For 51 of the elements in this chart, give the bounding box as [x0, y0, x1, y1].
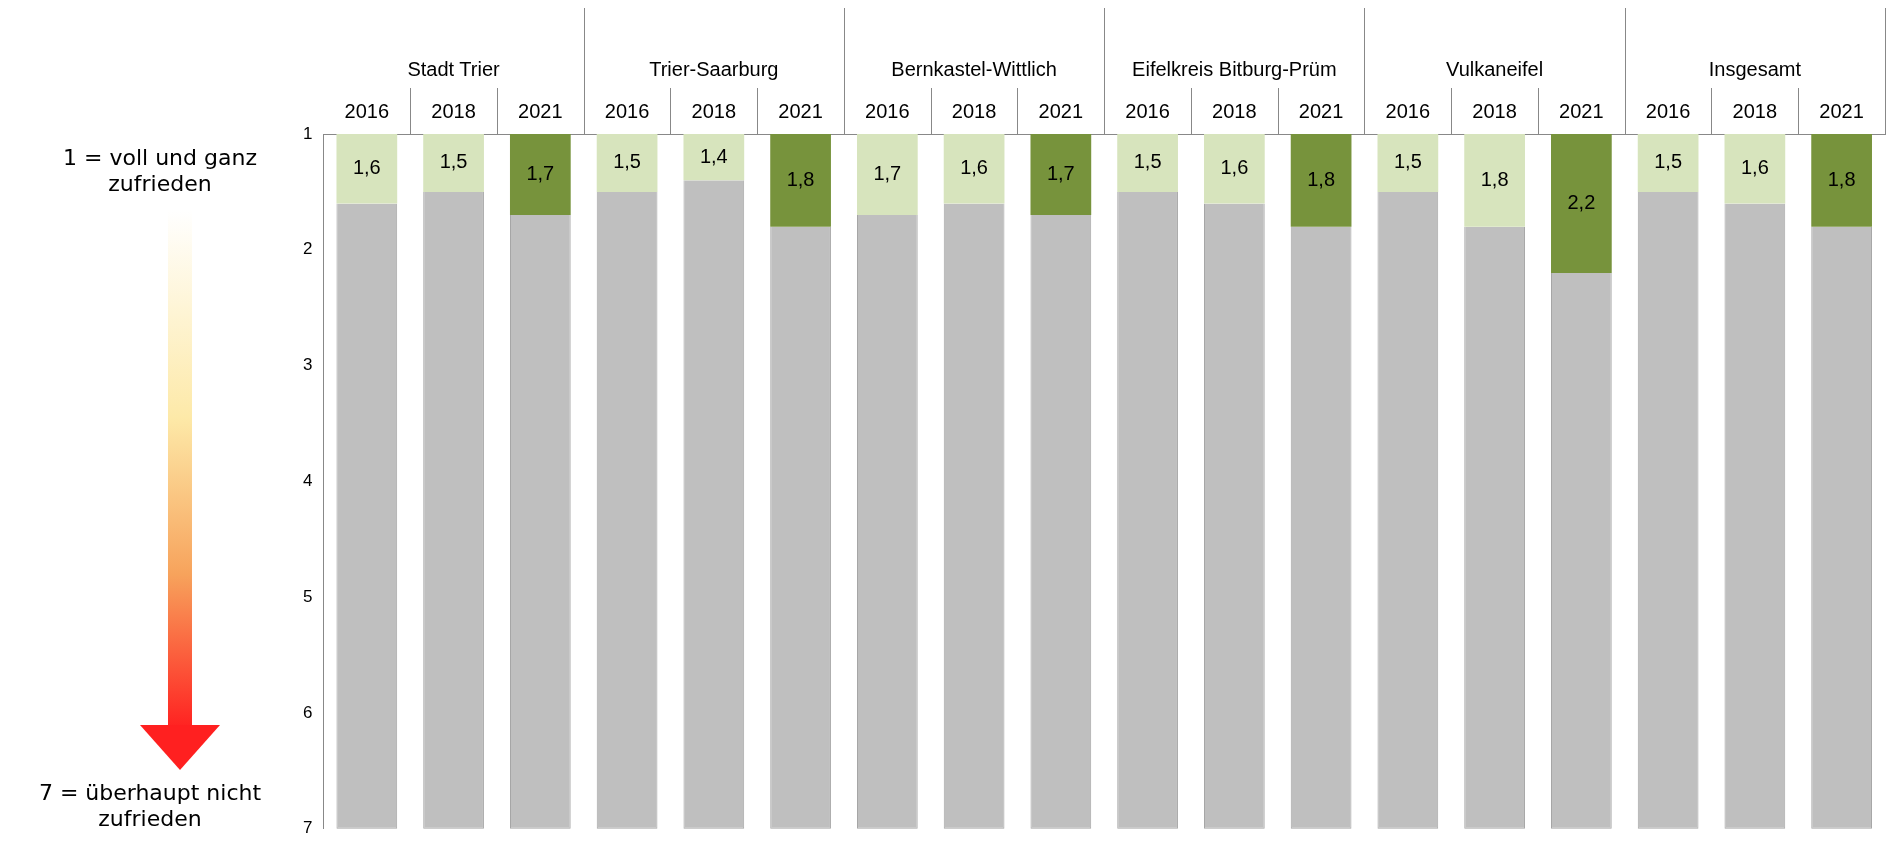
- x-tick-label: 2018: [1472, 99, 1517, 122]
- text: 1 = voll und ganz zufrieden: [62, 145, 258, 197]
- data-label: 1,7: [1046, 162, 1075, 185]
- x-tick-label: 2016: [1385, 99, 1431, 122]
- data-label: 1,6: [1740, 156, 1769, 179]
- x-tick-label: 2016: [1125, 99, 1170, 122]
- x-tick-label: 2016: [865, 99, 910, 122]
- y-tick-label: 4: [302, 471, 313, 491]
- x-tick-label: 2018: [431, 99, 476, 122]
- data-label: 1,7: [526, 162, 555, 185]
- x-tick-label: 2018: [1212, 99, 1257, 122]
- data-label: 1,8: [1480, 167, 1509, 190]
- text: Vulkaneifel: [1446, 57, 1544, 80]
- x-tick-label: 2018: [1732, 99, 1778, 122]
- data-label: 1,6: [352, 156, 381, 179]
- data-label: 1,7: [873, 162, 902, 185]
- y-tick-label: 5: [302, 586, 313, 606]
- y-tick-label: 6: [302, 702, 313, 722]
- data-label: 1,5: [1133, 150, 1162, 173]
- x-tick-label: 2016: [1645, 99, 1691, 122]
- text: Stadt Trier: [407, 57, 501, 80]
- y-tick-label: 7: [302, 818, 313, 838]
- text: Bernkastel-Wittlich: [891, 57, 1057, 80]
- y-tick-label: 2: [302, 239, 313, 259]
- x-tick-label: 2021: [518, 99, 563, 122]
- y-tick-label: 3: [302, 355, 313, 375]
- x-tick-label: 2018: [691, 99, 737, 122]
- text: Trier-Saarburg: [649, 57, 779, 80]
- x-tick-label: 2021: [778, 99, 823, 122]
- x-tick-label: 2016: [344, 99, 390, 122]
- y-tick-label: 1: [302, 123, 313, 143]
- x-tick-label: 2021: [1298, 99, 1344, 122]
- text: Insgesamt: [1708, 57, 1802, 80]
- data-label: 1,8: [1827, 167, 1856, 190]
- x-tick-label: 2021: [1038, 99, 1084, 122]
- data-label: 1,8: [786, 167, 815, 190]
- x-tick-label: 2021: [1819, 99, 1864, 122]
- text: 7 = überhaupt nicht zufrieden: [37, 780, 263, 832]
- text: Eifelkreis Bitburg-Prüm: [1132, 57, 1337, 80]
- data-label: 1,4: [699, 144, 728, 167]
- data-label: 1,5: [1393, 150, 1422, 173]
- data-label: 1,6: [960, 156, 988, 179]
- data-label: 2,2: [1567, 191, 1596, 213]
- data-label: 1,5: [1654, 150, 1683, 173]
- x-tick-label: 2016: [604, 99, 650, 122]
- data-label: 1,5: [439, 150, 468, 173]
- data-label: 1,5: [613, 150, 641, 173]
- x-tick-label: 2018: [951, 99, 997, 122]
- x-tick-label: 2021: [1559, 99, 1604, 122]
- data-label: 1,6: [1220, 156, 1249, 179]
- data-label: 1,8: [1307, 167, 1336, 190]
